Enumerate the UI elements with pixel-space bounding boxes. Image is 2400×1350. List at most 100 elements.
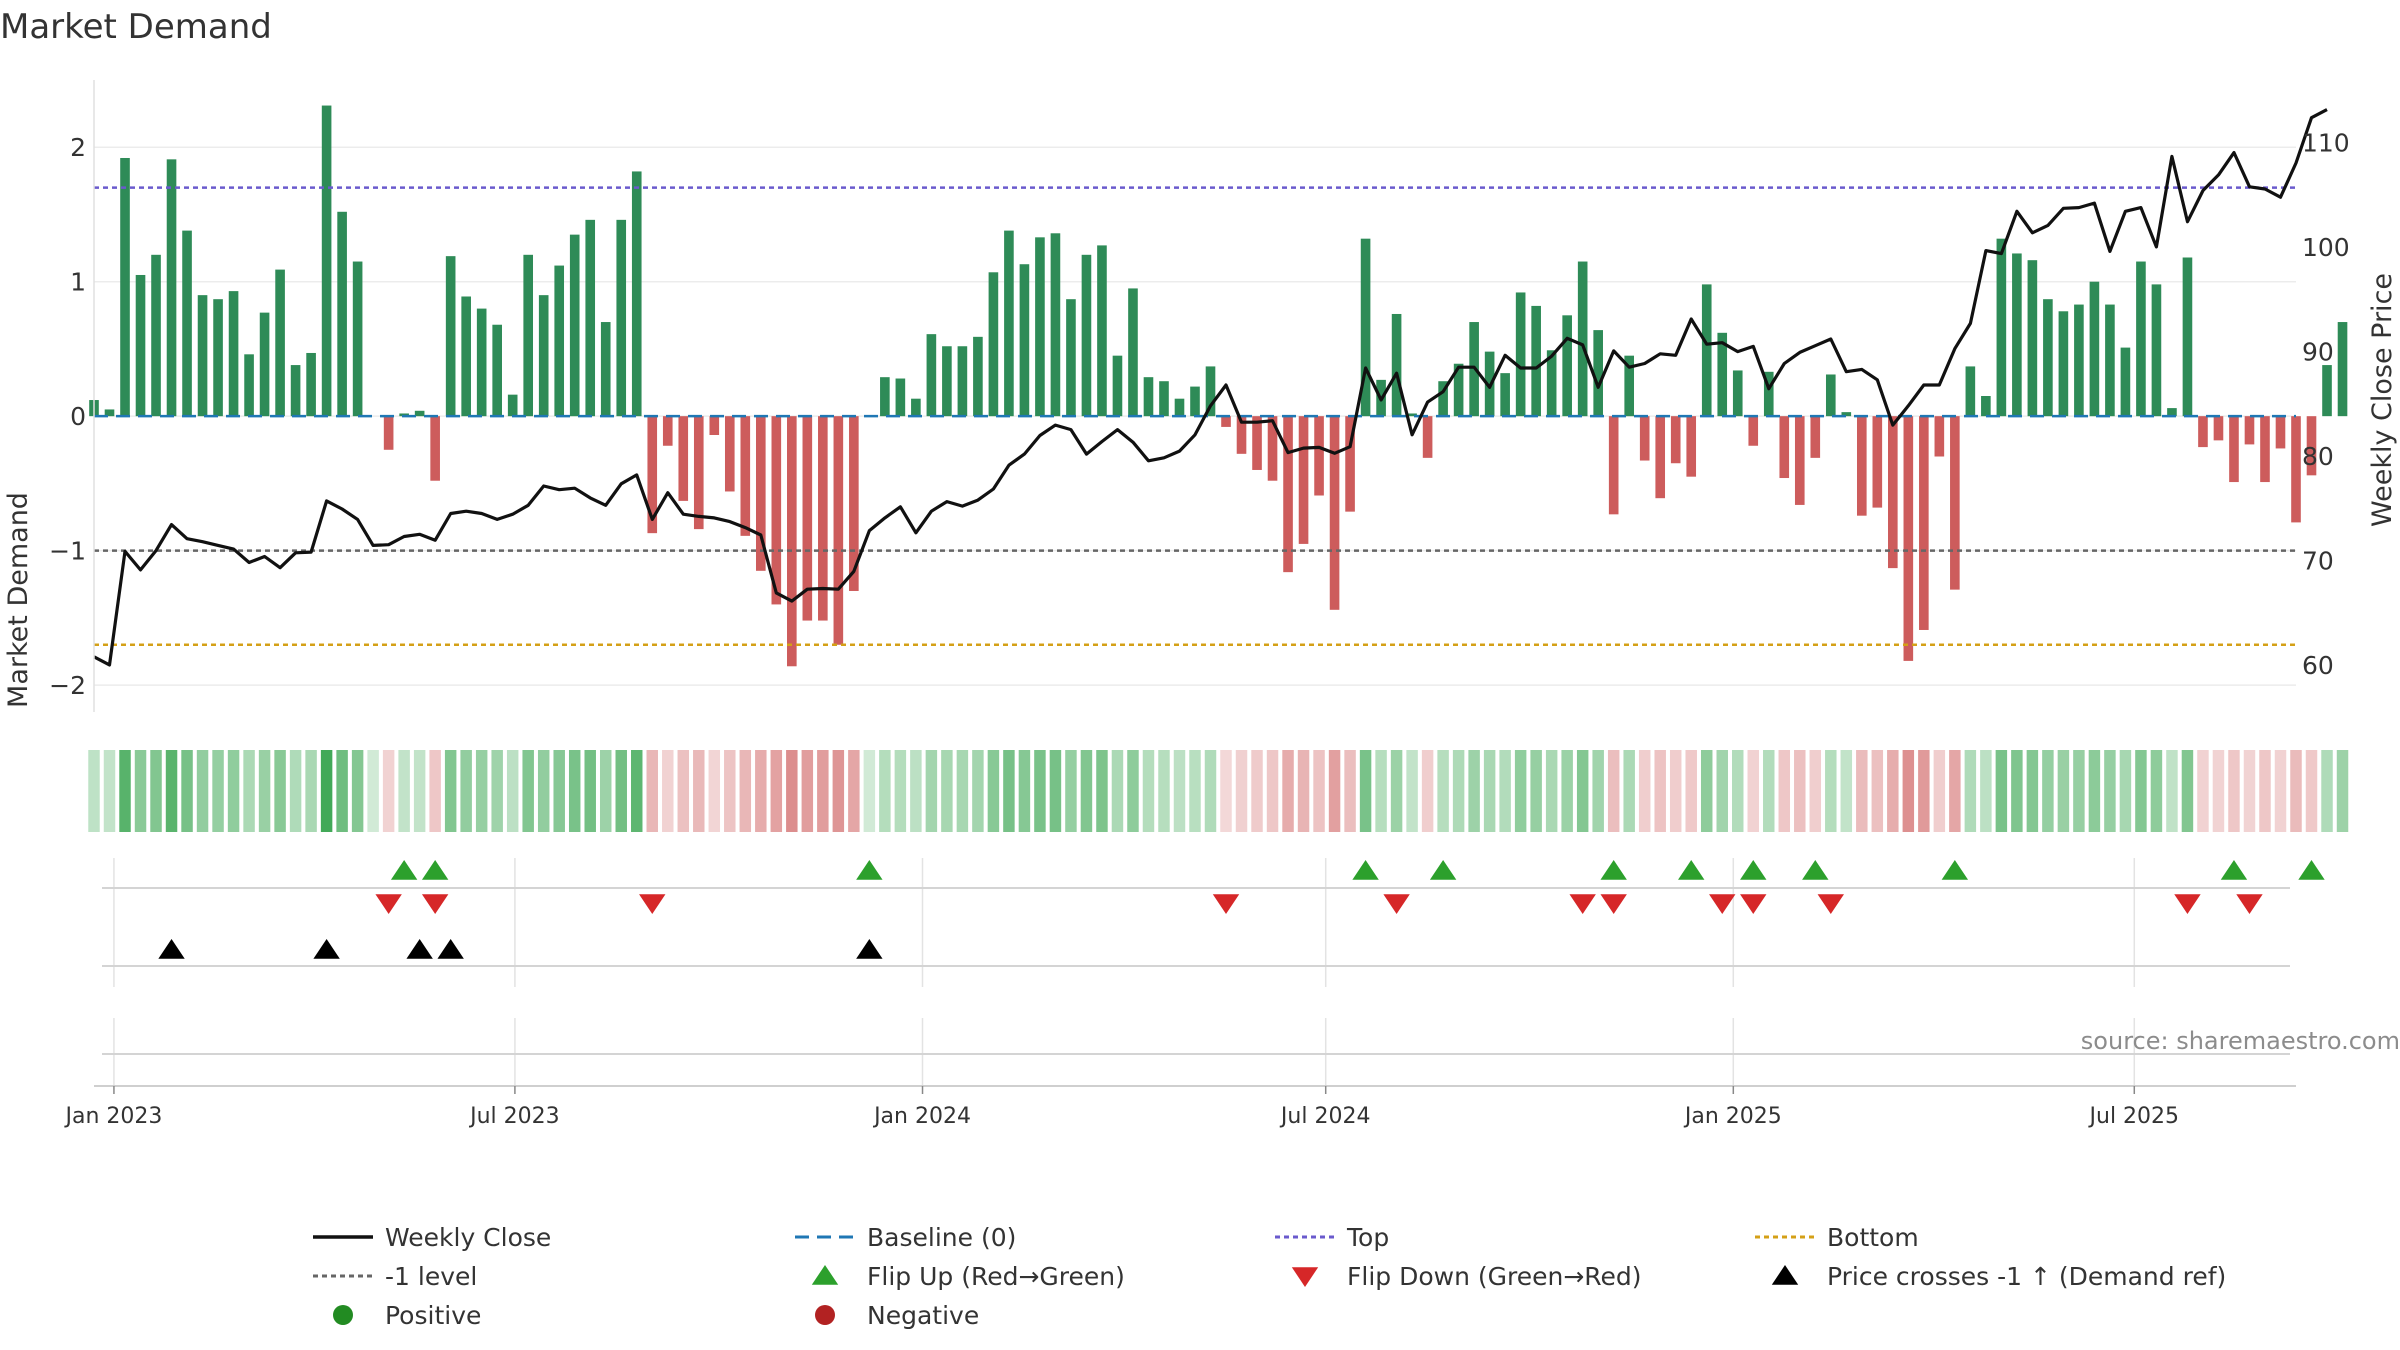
demand-bar bbox=[104, 409, 115, 417]
legend-bottom-label: Bottom bbox=[1827, 1223, 1919, 1252]
heat-cell bbox=[429, 750, 441, 832]
price-cross-marker bbox=[437, 939, 464, 959]
demand-bar bbox=[1732, 370, 1743, 417]
demand-bar bbox=[585, 219, 596, 417]
demand-bar bbox=[244, 354, 254, 417]
heat-cell bbox=[1933, 750, 1946, 832]
heat-cell bbox=[1328, 750, 1341, 832]
heat-cell bbox=[755, 750, 767, 832]
demand-bar bbox=[2213, 416, 2224, 441]
heat-cell bbox=[1452, 750, 1465, 832]
demand-bar bbox=[1314, 416, 1324, 496]
demand-bar bbox=[2027, 260, 2038, 417]
heat-cell bbox=[1251, 750, 1263, 832]
demand-bar bbox=[1453, 363, 1464, 417]
legend-flip-up-label: Flip Up (Red→Green) bbox=[867, 1262, 1125, 1291]
demand-bar bbox=[1329, 416, 1340, 610]
heat-cell bbox=[1468, 750, 1480, 832]
demand-bar bbox=[1143, 377, 1154, 417]
heat-cell bbox=[1406, 750, 1418, 832]
heat-cell bbox=[2290, 750, 2302, 832]
demand-bar bbox=[2182, 257, 2193, 417]
demand-bar bbox=[1298, 416, 1309, 544]
heat-cell bbox=[2197, 750, 2209, 832]
legend-negative-label: Negative bbox=[867, 1301, 979, 1330]
heat-cell bbox=[1700, 750, 1713, 832]
demand-bar bbox=[1174, 398, 1185, 417]
heat-cell bbox=[925, 750, 938, 832]
heat-cell bbox=[1607, 750, 1620, 832]
demand-bar bbox=[1593, 330, 1603, 417]
demand-bar bbox=[802, 416, 813, 621]
heat-cell bbox=[243, 750, 255, 832]
demand-bar bbox=[1236, 416, 1247, 454]
heat-cell bbox=[584, 750, 596, 832]
flip-up-marker bbox=[1740, 860, 1767, 880]
demand-bar bbox=[678, 416, 689, 501]
demand-bar bbox=[1562, 315, 1572, 417]
demand-bar bbox=[833, 416, 844, 645]
demand-bar bbox=[1112, 355, 1123, 417]
demand-bar bbox=[492, 324, 502, 417]
heat-cell bbox=[2104, 750, 2116, 832]
demand-bar bbox=[662, 416, 673, 446]
demand-bar bbox=[1624, 355, 1635, 417]
heat-cell bbox=[1235, 750, 1248, 832]
demand-bar bbox=[880, 377, 890, 417]
heat-cell bbox=[506, 750, 519, 832]
heat-cell bbox=[786, 750, 798, 832]
demand-bar bbox=[228, 291, 239, 417]
demand-bar bbox=[1577, 261, 1588, 417]
legend-flip-down-icon bbox=[1291, 1267, 1319, 1287]
demand-bar bbox=[2322, 365, 2332, 417]
demand-bar bbox=[1004, 230, 1014, 417]
demand-bar bbox=[135, 274, 146, 417]
demand-bar bbox=[818, 416, 828, 621]
demand-bar bbox=[1391, 313, 1402, 417]
demand-bar bbox=[2260, 416, 2270, 483]
demand-bar bbox=[2043, 299, 2053, 417]
demand-bar bbox=[926, 334, 937, 417]
heat-cell bbox=[770, 750, 783, 832]
flip-down-marker bbox=[2236, 894, 2263, 914]
x-tick-label: Jul 2023 bbox=[468, 1104, 560, 1129]
demand-bar bbox=[647, 416, 658, 534]
heat-cell bbox=[2042, 750, 2054, 832]
demand-bar bbox=[1081, 254, 1092, 417]
heat-cell bbox=[227, 750, 240, 832]
flip-up-marker bbox=[2220, 860, 2248, 880]
flip-up-marker bbox=[1678, 860, 1705, 880]
x-tick-label: Jan 2023 bbox=[63, 1104, 162, 1129]
heat-cell bbox=[2073, 750, 2085, 832]
heat-cell bbox=[444, 750, 457, 832]
heat-cell bbox=[367, 750, 379, 832]
demand-bar bbox=[1794, 416, 1805, 505]
demand-bar bbox=[1066, 299, 1076, 417]
heat-cell bbox=[1887, 750, 1899, 832]
heat-cell bbox=[2305, 750, 2318, 832]
legend-flip-up-icon bbox=[811, 1265, 839, 1285]
heat-cell bbox=[181, 750, 193, 832]
heat-cell bbox=[1995, 750, 2008, 832]
demand-bar bbox=[290, 365, 301, 417]
demand-bar bbox=[2291, 416, 2301, 523]
demand-bar bbox=[507, 394, 518, 417]
flip-up-marker bbox=[1429, 860, 1457, 880]
grid-layer bbox=[94, 146, 2296, 1085]
legend-positive-dot bbox=[333, 1305, 353, 1325]
heat-cell bbox=[1871, 750, 1884, 832]
left-tick-label: 1 bbox=[70, 268, 86, 297]
demand-bar bbox=[1965, 366, 1976, 417]
flip-down-marker bbox=[375, 894, 402, 914]
demand-bar bbox=[1608, 416, 1619, 515]
flip-up-marker bbox=[1802, 860, 1829, 880]
demand-bar bbox=[2167, 408, 2177, 417]
heat-cell bbox=[1654, 750, 1666, 832]
heat-cell bbox=[289, 750, 302, 832]
heat-cell bbox=[382, 750, 395, 832]
heat-cell bbox=[88, 750, 100, 832]
heat-cell bbox=[537, 750, 550, 832]
flip-down-marker bbox=[1817, 894, 1844, 914]
demand-bar bbox=[1919, 416, 1929, 630]
